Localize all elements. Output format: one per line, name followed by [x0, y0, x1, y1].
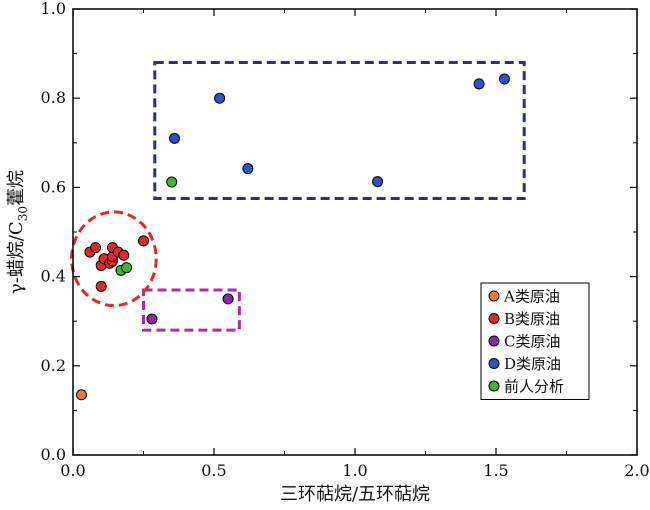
- y-axis-label: γ-蜡烷/C30藿烷: [6, 170, 30, 294]
- data-point: [118, 249, 130, 261]
- data-point: [166, 176, 178, 188]
- y-tick-label: 0.4: [41, 267, 66, 286]
- y-tick-label: 0.6: [41, 177, 66, 196]
- data-point: [138, 235, 149, 247]
- x-tick-label: 0.5: [201, 461, 226, 480]
- y-tick-label: 1.0: [41, 0, 66, 18]
- data-point: [473, 78, 485, 90]
- x-tick-label: 1.5: [483, 461, 508, 480]
- axis-ticks: 0.0 0.5 1.0 1.5 2.0 0.0 0.2 0.4 0.6 0.8 1.0: [41, 0, 650, 480]
- x-tick-label: 1.0: [342, 461, 367, 480]
- legend-marker: [488, 335, 500, 347]
- legend-label: 前人分析: [504, 378, 564, 396]
- data-point: [95, 280, 107, 292]
- y-tick-label: 0.8: [41, 88, 66, 107]
- x-tick-label: 0.0: [60, 461, 85, 480]
- y-tick-label: 0.0: [41, 445, 66, 464]
- y-tick-label: 0.2: [41, 356, 66, 375]
- points-layer: [75, 73, 510, 401]
- legend-label: A类原油: [503, 288, 560, 306]
- data-point: [372, 176, 384, 188]
- legend-label: C类原油: [504, 333, 560, 351]
- annotation-ellipse: [70, 210, 158, 308]
- y-axis-label-subscript: 30: [16, 206, 30, 221]
- data-point: [146, 313, 158, 325]
- y-axis-label-main: γ-蜡烷/C: [6, 221, 27, 294]
- data-point: [90, 242, 102, 254]
- data-point: [242, 163, 254, 175]
- data-point: [169, 132, 181, 144]
- legend-marker: [488, 358, 500, 369]
- x-tick-label: 2.0: [624, 461, 649, 480]
- data-point: [75, 389, 87, 401]
- data-point: [222, 293, 234, 305]
- legend-marker: [488, 313, 500, 324]
- legend-label: D类原油: [504, 355, 561, 373]
- legend-marker: [488, 290, 500, 302]
- annotation-box: [142, 288, 241, 332]
- legend-marker: [488, 380, 500, 392]
- annotation-box: [153, 61, 526, 201]
- y-axis-label-end: 藿烷: [6, 170, 27, 206]
- legend-label: B类原油: [504, 310, 560, 328]
- data-point: [121, 262, 133, 274]
- data-point: [498, 73, 510, 85]
- annotation-layer: [70, 61, 526, 332]
- data-point: [214, 92, 226, 104]
- x-axis-label: 三环萜烷/五环萜烷: [280, 484, 430, 505]
